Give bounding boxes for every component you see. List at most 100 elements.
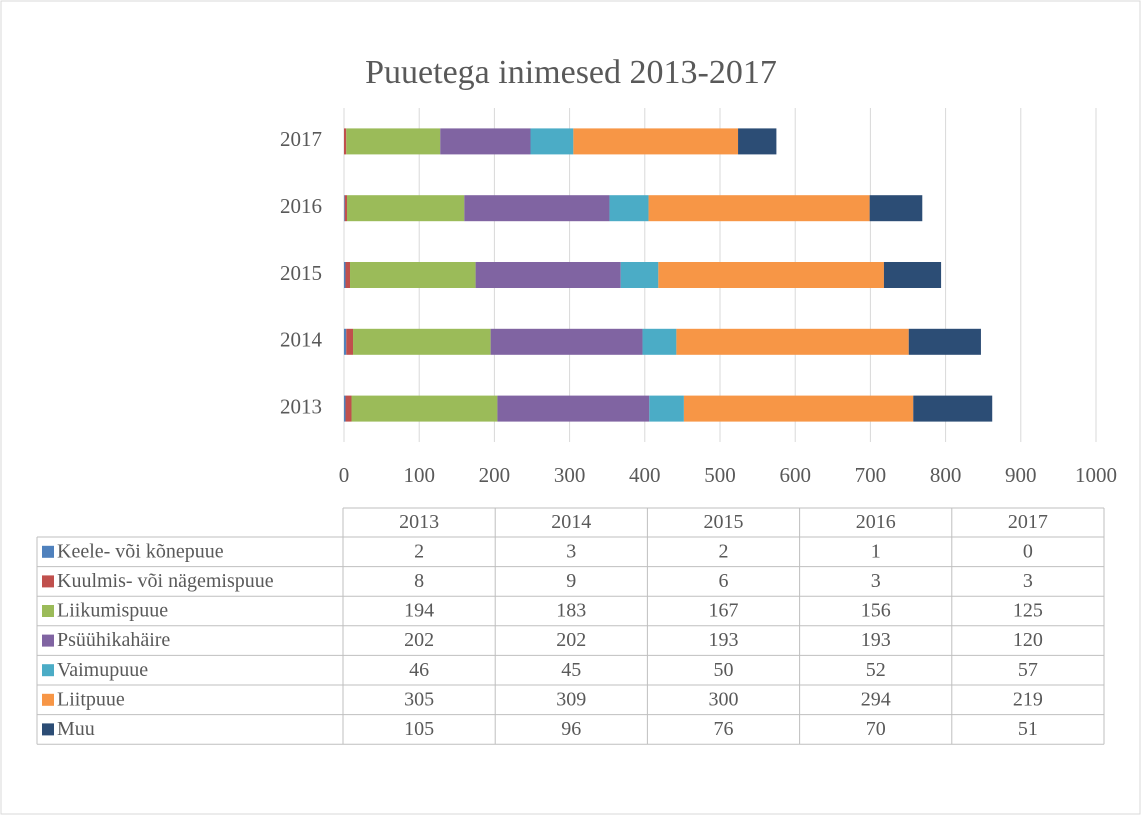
bar-segment [648,195,870,222]
table-value: 183 [556,600,586,622]
table-value: 300 [709,688,739,710]
table-value: 294 [861,688,891,710]
table-value: 9 [566,570,576,592]
bar-segment [344,262,346,288]
bar-segment [353,328,491,355]
bar-segment [490,328,643,355]
table-header: 2014 [551,511,591,533]
table-value: 219 [1013,688,1043,710]
bar-segment [649,395,684,422]
bar-segment [908,328,981,355]
y-tick-label: 2017 [280,127,322,151]
x-tick-label: 900 [1005,463,1037,487]
table-value: 8 [414,570,424,592]
bar-segment [464,195,610,222]
bar-segment [620,262,659,288]
x-tick-label: 400 [629,463,661,487]
table-value: 0 [1023,540,1033,562]
bar-segment [475,262,621,288]
table-header: 2017 [1008,511,1048,533]
y-tick-label: 2016 [280,194,322,218]
bar-segment [346,128,441,155]
legend-label: Keele- või kõnepuue [57,540,224,562]
x-tick-label: 300 [554,463,586,487]
legend-swatch [42,634,54,647]
bar-segment [658,262,884,288]
legend-swatch [42,605,54,617]
bar-segment [344,195,345,222]
table-value: 46 [409,659,429,681]
bar-segment [573,128,739,155]
table-value: 305 [404,688,434,710]
bar-segment [913,395,993,422]
table-value: 125 [1013,600,1043,622]
table-value: 202 [556,629,586,651]
table-value: 3 [1023,570,1033,592]
bar-segment [345,395,352,422]
y-tick-label: 2015 [280,261,322,285]
table-value: 202 [404,629,434,651]
table-value: 45 [561,659,581,681]
x-tick-label: 800 [930,463,962,487]
bar-segment [344,195,348,222]
table-value: 194 [404,600,434,622]
legend-swatch [42,693,54,706]
table-value: 70 [866,718,886,740]
table-value: 193 [861,629,891,651]
legend-label: Liitpuue [57,688,125,710]
legend-label: Liikumispuue [57,600,168,622]
x-tick-label: 0 [339,463,350,487]
bar-segment [642,328,677,355]
legend-label: Vaimupuue [57,659,148,681]
table-value: 52 [866,659,886,681]
bar-segment [683,395,914,422]
x-tick-label: 1000 [1075,463,1117,487]
table-value: 193 [709,629,739,651]
table-value: 3 [566,540,576,562]
x-tick-label: 600 [779,463,811,487]
legend-label: Muu [57,718,95,740]
bar-segment [883,262,942,288]
chart-title: Puuetega inimesed 2013-2017 [365,54,777,91]
table-header: 2013 [399,511,439,533]
bar-segment [346,328,354,355]
legend-swatch [42,545,54,558]
table-header: 2015 [704,511,744,533]
bar-segment [738,128,777,155]
table-value: 57 [1018,659,1038,681]
table-value: 309 [556,688,586,710]
table-value: 105 [404,718,434,740]
table-header: 2016 [856,511,896,533]
legend-label: Kuulmis- või nägemispuue [57,570,274,592]
bar-segment [440,128,531,155]
table-value: 50 [714,659,734,681]
bar-segment [609,195,649,222]
x-tick-label: 500 [704,463,736,487]
y-tick-label: 2013 [280,394,322,418]
legend-label: Psüühikahäire [57,629,170,651]
bar-segment [347,195,465,222]
x-tick-label: 100 [403,463,435,487]
x-tick-label: 200 [479,463,511,487]
table-value: 2 [414,540,424,562]
table-value: 1 [871,540,881,562]
bar-segment [344,395,346,422]
table-value: 76 [714,718,734,740]
legend-swatch [42,575,54,588]
bar-segment [351,395,498,422]
table-value: 96 [561,718,581,740]
bar-segment [530,128,574,155]
legend-swatch [42,664,54,677]
table-value: 120 [1013,629,1043,651]
y-tick-label: 2014 [280,328,323,352]
bar-segment [497,395,650,422]
bar-segment [344,128,347,155]
table-value: 156 [861,600,891,622]
table-value: 3 [871,570,881,592]
bar-segment [350,262,476,288]
x-tick-label: 700 [855,463,887,487]
table-value: 51 [1018,718,1038,740]
bar-segment [869,195,923,222]
table-value: 6 [719,570,729,592]
